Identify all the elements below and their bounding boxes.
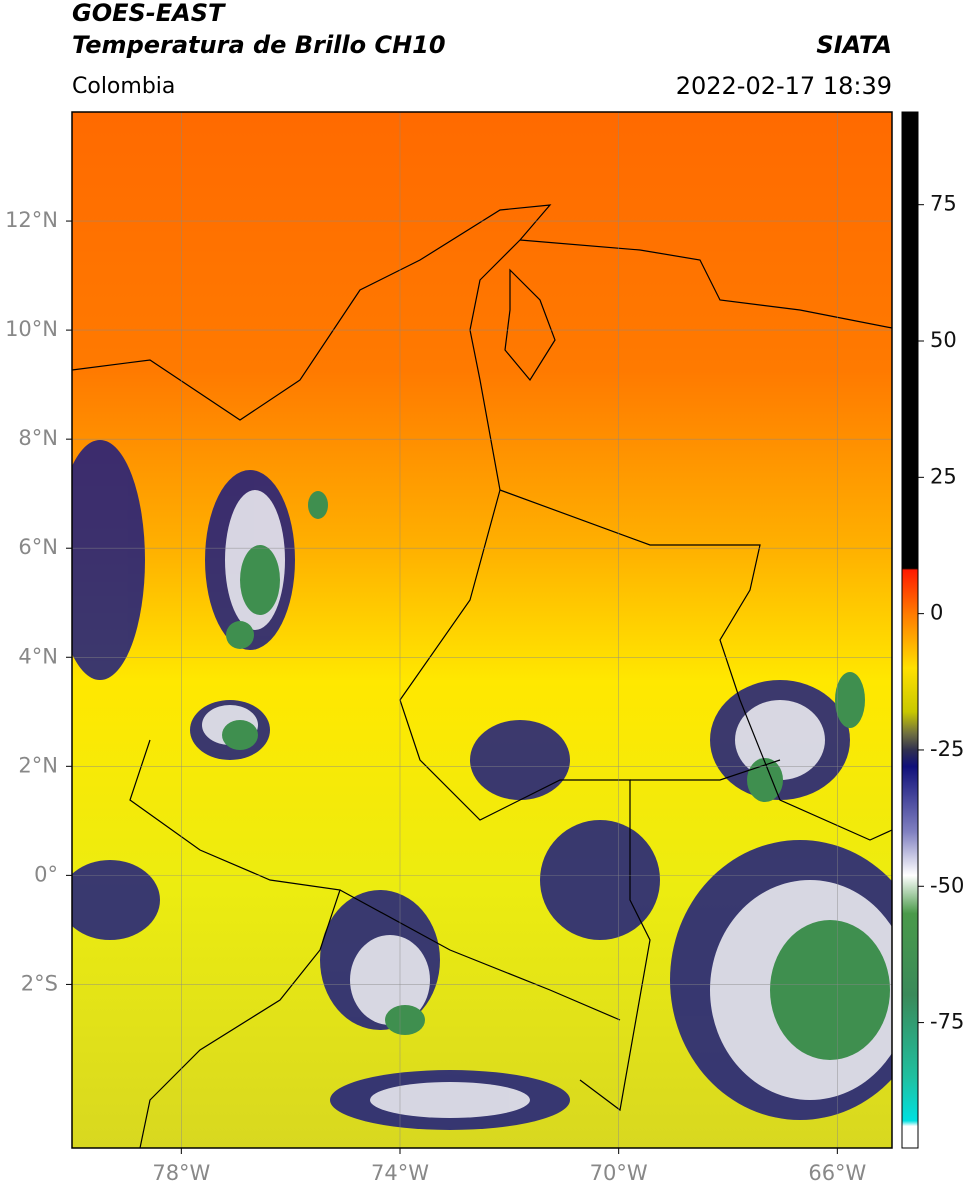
colorbar-tick-label: -75: [930, 1010, 964, 1034]
region: Colombia: [72, 74, 175, 99]
colorbar-tick-label: -50: [930, 873, 964, 897]
x-tick-label: 74°W: [371, 1161, 429, 1185]
subtitle: Temperatura de Brillo CH10: [72, 31, 446, 59]
datetime: 2022-02-17 18:39: [676, 72, 892, 100]
colorbar-tick-label: 25: [930, 464, 957, 488]
title: GOES-EAST: [72, 0, 226, 27]
y-tick-label: 10°N: [5, 317, 58, 341]
colorbar-tick-label: 50: [930, 328, 957, 352]
y-tick-label: 2°N: [18, 753, 58, 777]
x-tick-label: 66°W: [808, 1161, 866, 1185]
y-tick-label: 8°N: [18, 426, 58, 450]
x-tick-label: 78°W: [152, 1161, 210, 1185]
y-tick-label: 4°N: [18, 644, 58, 668]
colorbar-tick-label: -25: [930, 737, 964, 761]
y-tick-label: 12°N: [5, 208, 58, 232]
map-frame: [71, 111, 893, 1149]
colorbar-tick-label: 0: [930, 601, 943, 625]
source: SIATA: [816, 31, 892, 59]
y-tick-label: 0°: [34, 862, 58, 886]
graticule: [72, 112, 892, 1148]
y-tick-label: 2°S: [21, 971, 58, 995]
map-image: [72, 112, 892, 1148]
cold-cores: [222, 491, 890, 1060]
colorbar: [901, 111, 919, 1149]
y-tick-label: 6°N: [18, 535, 58, 559]
colorbar-tick-label: 75: [930, 192, 957, 216]
x-tick-label: 70°W: [590, 1161, 648, 1185]
